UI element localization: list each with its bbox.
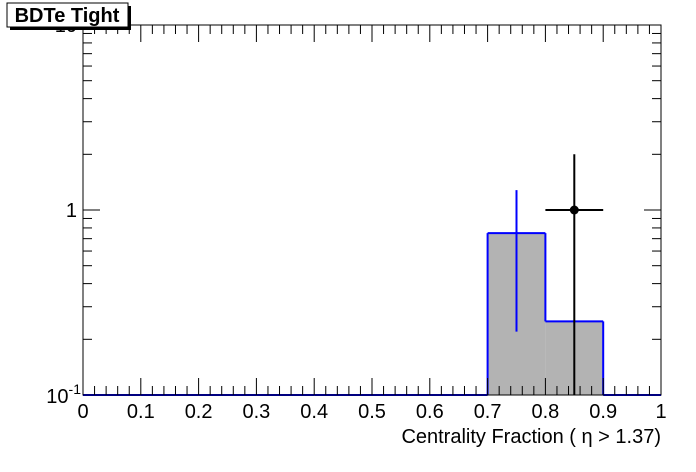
- y-tick-label-base: 10: [46, 386, 68, 408]
- x-tick-label: 0.6: [416, 401, 444, 423]
- data-point: [569, 205, 579, 215]
- x-tick-label: 0: [77, 401, 88, 423]
- x-tick-label: 0.7: [474, 401, 502, 423]
- x-tick-label: 0.2: [185, 401, 213, 423]
- x-tick-label: 0.3: [242, 401, 270, 423]
- chart-title: BDTe Tight: [15, 5, 120, 27]
- title-box: [6, 2, 129, 28]
- x-axis-label: Centrality Fraction ( η > 1.37): [401, 426, 661, 448]
- y-tick-label-exponent: -1: [69, 381, 82, 397]
- y-tick-label: 1: [66, 200, 77, 222]
- x-tick-label: 0.8: [531, 401, 559, 423]
- y-tick-label: 10-1: [46, 381, 81, 408]
- x-tick-label: 0.1: [127, 401, 155, 423]
- x-tick-label: 1: [655, 401, 666, 423]
- x-tick-label: 0.9: [589, 401, 617, 423]
- x-tick-label: 0.4: [300, 401, 328, 423]
- x-tick-label: 0.5: [358, 401, 386, 423]
